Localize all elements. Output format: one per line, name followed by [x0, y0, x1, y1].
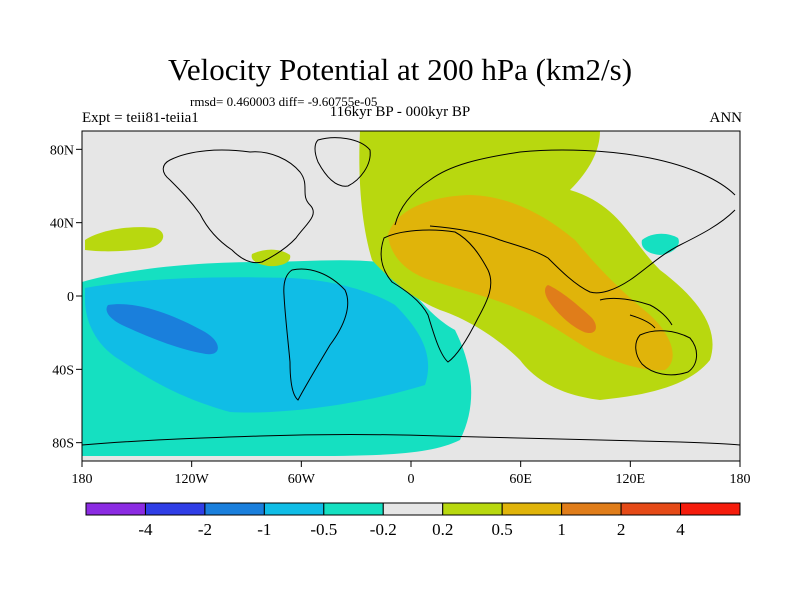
colorbar-swatch [442, 502, 503, 516]
season-label: ANN [709, 110, 743, 126]
contour-positive-mid [388, 195, 673, 371]
lon-tick-label: 60E [509, 472, 532, 487]
colorbar-swatch [620, 502, 682, 516]
coastline-greenland [314, 137, 371, 187]
lon-tick-label: 120W [175, 472, 210, 487]
colorbar-label: 0.2 [432, 520, 453, 539]
contour-positive-core [545, 285, 596, 334]
lat-tick-label: 80S [52, 437, 74, 452]
colorbar-swatch [85, 502, 146, 516]
colorbar-swatch [561, 502, 622, 516]
lon-tick-label: 0 [408, 472, 415, 487]
experiment-label: Expt = teii81-teiia1 [82, 110, 199, 126]
colorbar-label: -1 [257, 520, 271, 539]
colorbar-label: 0.5 [492, 520, 513, 539]
coastline-maritime-continent [599, 297, 673, 329]
contour-negative-patch-japan [641, 233, 679, 255]
plot-title: Velocity Potential at 200 hPa (km2/s) [167, 52, 633, 87]
lon-tick-label: 60W [288, 472, 316, 487]
coastline-south-america [283, 268, 349, 401]
contour-negative-core [106, 304, 218, 355]
colorbar: -4 -2 -1 -0.5 -0.2 0.2 0.5 1 2 4 [85, 502, 741, 539]
period-label: 116kyr BP - 000kyr BP [329, 104, 471, 120]
colorbar-swatch [680, 502, 741, 516]
colorbar-label: -0.2 [370, 520, 397, 539]
lon-tick-label: 120E [616, 472, 646, 487]
coastlines [82, 137, 740, 446]
lat-tick-label: 0 [67, 290, 74, 305]
coastline-north-america [162, 149, 314, 264]
contour-fill-layer [82, 131, 740, 461]
coastline-africa [380, 229, 492, 363]
lat-tick-label: 40S [52, 363, 74, 378]
stats-label: rmsd= 0.460003 diff= -9.60755e-05 [190, 94, 378, 109]
colorbar-swatch [323, 502, 384, 516]
contour-negative-inner [85, 277, 429, 413]
lat-tick-label: 80N [50, 143, 74, 158]
colorbar-swatch [263, 502, 325, 516]
colorbar-label: 2 [617, 520, 626, 539]
colorbar-label: -0.5 [310, 520, 337, 539]
lon-tick-label: 180 [72, 472, 93, 487]
colorbar-swatch [501, 502, 563, 516]
coastline-antarctica [82, 434, 740, 446]
colorbar-label: 1 [557, 520, 566, 539]
colorbar-swatch [144, 502, 206, 516]
coastline-australia [635, 330, 697, 376]
lon-tick-label: 180 [730, 472, 751, 487]
contour-positive-patch-pacific [85, 227, 164, 252]
colorbar-swatch [382, 502, 444, 516]
axes: 80N 40N 0 40S 80S 180 120W 60W 0 60E 120E 180 [50, 143, 751, 487]
colorbar-label: 4 [676, 520, 685, 539]
colorbar-swatch [204, 502, 265, 516]
coastline-eurasia [394, 149, 736, 294]
colorbar-label: -2 [198, 520, 212, 539]
colorbar-label: -4 [138, 520, 153, 539]
lat-tick-label: 40N [50, 217, 74, 232]
